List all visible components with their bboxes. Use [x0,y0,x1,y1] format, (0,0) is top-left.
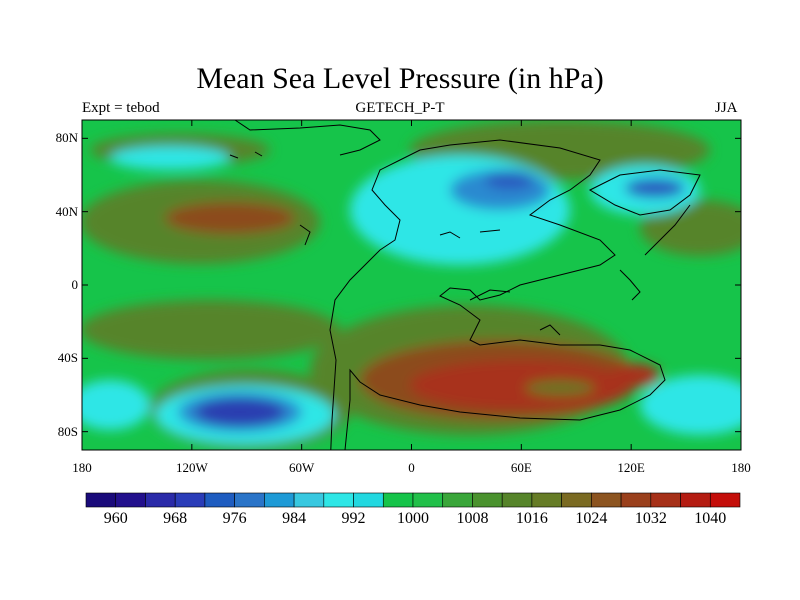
pressure-region-blue-12 [625,178,685,198]
colorbar-label: 1016 [515,510,548,527]
colorbar-swatch [234,492,265,508]
left-string: Expt = tebod [82,100,160,116]
colorbar-swatch [709,492,741,508]
lat-tick-label: 0 [71,277,79,292]
pressure-region-cyan-8 [640,375,741,435]
colorbar-label: 960 [103,510,128,527]
coastline-1 [234,120,381,156]
lat-tick-label: 80S [57,423,78,439]
coastline-3 [644,204,691,256]
lon-tick-label: 120W [175,460,208,475]
coastline-5 [229,154,239,159]
pressure-field [82,120,741,450]
plot-title: Mean Sea Level Pressure (in hPa) [196,62,604,95]
pressure-region-blue-dark-17 [195,398,285,426]
colorbar-swatch [620,492,652,508]
colorbar-swatch [442,492,473,508]
lon-tick-label: 180 [72,460,92,475]
colorbar-swatch [115,492,146,508]
lat-tick-label: 80N [55,130,78,146]
lon-tick-label: 180 [731,460,751,475]
lon-tick-label: 60E [510,460,532,475]
pressure-region-olive-2 [640,200,741,256]
pressure-region-olive-3 [82,300,340,360]
colorbar-label: 976 [222,510,247,527]
lon-tick-label: 120E [617,460,645,475]
pressure-region-olive-dark-22 [525,380,595,396]
colorbar [85,492,741,508]
right-string: JJA [715,100,738,116]
lon-tick-label: 60W [289,460,315,475]
coastline-9 [479,229,501,233]
coastline-4 [299,224,311,246]
coastline-0 [329,139,666,450]
colorbar-label: 1032 [634,510,667,527]
colorbar-label: 1000 [397,510,429,527]
coastline-6 [254,151,263,157]
colorbar-swatch [650,492,681,508]
coastline-11 [469,289,511,301]
colorbar-label: 1024 [575,510,608,527]
center-string: GETECH_P-T [355,100,445,116]
coastline-7 [619,269,641,301]
pressure-region-cyan-5 [110,146,230,170]
coastline-10 [539,324,561,336]
colorbar-swatch [204,492,235,508]
colorbar-swatch [561,492,592,508]
pressure-region-cyan-9 [82,380,150,430]
colorbar-swatch [293,492,325,508]
colorbar-label: 984 [282,510,307,527]
colorbar-swatch [501,492,533,508]
pressure-region-red-20 [410,360,630,410]
colorbar-swatch [382,492,414,508]
colorbar-swatch [353,492,384,508]
lon-tick-label: 0 [408,460,415,475]
colorbar-swatch [323,492,354,508]
pressure-region-brown-18 [165,202,295,234]
colorbar-swatch [472,492,503,508]
colorbar-swatch [174,492,206,508]
colorbar-label: 1008 [456,510,489,527]
colorbar-swatch [412,492,444,508]
colorbar-label: 968 [163,510,188,527]
colorbar-swatch [531,492,562,508]
colorbar-swatch [680,492,711,508]
colorbar-label: 992 [341,510,366,527]
colorbar-swatch [145,492,176,508]
coastline-8 [439,231,461,239]
pressure-region-red-21 [610,363,660,387]
colorbar-swatch [264,492,295,508]
colorbar-label: 1040 [694,510,727,527]
pressure-region-blue-11 [485,170,535,190]
lat-tick-label: 40S [57,350,78,366]
colorbar-swatch [591,492,622,508]
lat-tick-label: 40N [55,203,78,219]
coastline-2 [588,169,701,216]
colorbar-swatch [85,492,117,508]
